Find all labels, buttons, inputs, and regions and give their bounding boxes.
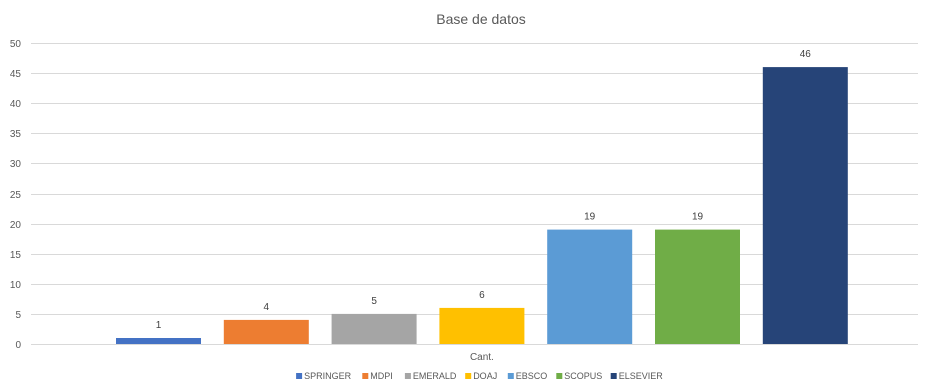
data-label-emerald: 5 — [371, 296, 377, 307]
chart-title: Base de datos — [436, 11, 526, 27]
legend-label: ELSEVIER — [619, 371, 664, 381]
legend-item-mdpi: MDPI — [362, 371, 393, 381]
legend-swatch — [404, 373, 411, 379]
legend-swatch — [465, 373, 472, 379]
bar-scopus — [655, 229, 740, 344]
legend-swatch — [296, 373, 303, 379]
data-label-springer: 1 — [156, 320, 162, 331]
y-tick-label: 10 — [10, 280, 22, 291]
y-tick-label: 25 — [10, 190, 22, 201]
legend-item-scopus: SCOPUS — [556, 371, 602, 381]
y-tick-label: 30 — [10, 159, 22, 170]
legend: SPRINGER MDPI EMERALD DOAJ EBSCO SCOPUS ELSEVI… — [296, 371, 663, 381]
bar-emerald — [331, 313, 417, 344]
bar-springer — [116, 338, 201, 344]
y-tick-label: 0 — [15, 340, 21, 351]
legend-swatch — [362, 373, 369, 379]
data-labels: 1 4 5 6 19 19 46 — [156, 49, 812, 331]
x-tick-label: Cant. — [470, 352, 494, 363]
y-tick-label: 5 — [15, 310, 21, 321]
legend-swatch — [507, 373, 514, 379]
data-label-elsevier: 46 — [800, 49, 812, 60]
y-tick-label: 35 — [10, 129, 22, 140]
data-label-mdpi: 4 — [264, 302, 270, 313]
legend-label: EBSCO — [516, 371, 548, 381]
data-label-scopus: 19 — [692, 212, 704, 223]
bars — [116, 67, 848, 344]
legend-item-springer: SPRINGER — [296, 371, 352, 381]
bar-mdpi — [223, 319, 309, 344]
legend-item-emerald: EMERALD — [404, 371, 457, 381]
legend-item-doaj: DOAJ — [465, 371, 497, 381]
y-tick-label: 20 — [10, 220, 22, 231]
bar-elsevier — [762, 67, 848, 344]
legend-label: SPRINGER — [304, 371, 352, 381]
y-tick-label: 40 — [10, 99, 22, 110]
bar-doaj — [439, 307, 525, 344]
legend-label: DOAJ — [473, 371, 497, 381]
data-label-doaj: 6 — [479, 290, 485, 301]
legend-swatch — [610, 373, 617, 379]
y-tick-label: 50 — [10, 39, 22, 50]
y-axis-tick-labels: 0 5 10 15 20 25 30 35 40 45 50 — [10, 39, 22, 351]
y-tick-label: 45 — [10, 69, 22, 80]
legend-label: EMERALD — [413, 371, 457, 381]
x-axis-tick-labels: Cant. — [470, 352, 494, 363]
bar-ebsco — [547, 229, 633, 344]
legend-item-elsevier: ELSEVIER — [610, 371, 664, 381]
legend-swatch — [556, 373, 563, 379]
y-tick-label: 15 — [10, 250, 22, 261]
data-label-ebsco: 19 — [584, 212, 596, 223]
legend-label: SCOPUS — [564, 371, 602, 381]
legend-item-ebsco: EBSCO — [507, 371, 548, 381]
legend-label: MDPI — [370, 371, 393, 381]
